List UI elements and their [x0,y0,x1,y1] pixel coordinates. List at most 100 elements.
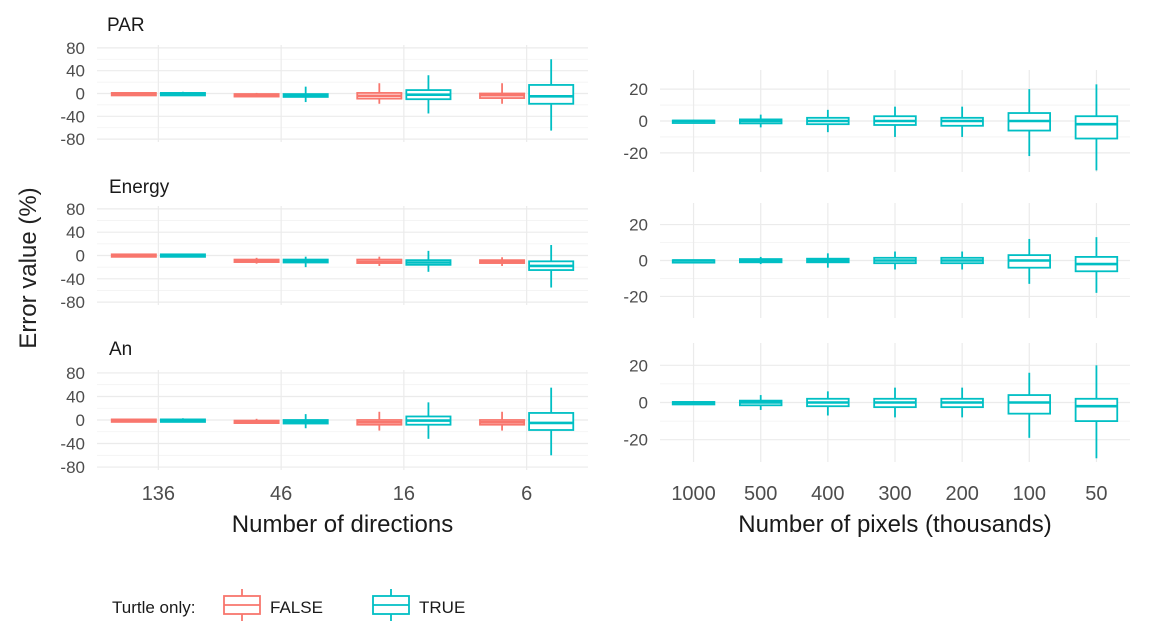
panel-par-directions: 80 40 0 -40 -80 PAR [60,15,588,149]
x-tick-label: 16 [393,483,415,505]
box-false-46 [233,92,280,98]
legend: Turtle only: FALSE TRUE [112,589,465,621]
x-tick-label: 6 [521,483,532,505]
y-tick-label: 20 [629,216,648,235]
x-tick-label: 500 [744,483,777,505]
box-false-6 [479,257,526,266]
y-tick-label: 40 [66,62,85,81]
box-false-136 [110,418,157,423]
legend-item-false: FALSE [223,589,323,621]
box-false-16 [356,256,403,266]
y-tick-label: 40 [66,387,85,406]
box-false-136 [110,92,157,97]
box-true-46 [282,414,329,429]
box-true-1000 [671,119,716,124]
box [1074,397,1119,422]
box-true-16 [405,75,452,114]
x-tick-label: 200 [945,483,978,505]
x-tick-label: 50 [1085,483,1107,505]
x-axis-title: Number of pixels (thousands) [738,511,1051,538]
y-tick-label: -20 [623,144,648,163]
box-true-46 [282,256,329,268]
panel-energy-pixels: 20 0 -20 [623,203,1130,318]
box-true-300 [873,106,917,137]
y-tick-label: 20 [629,356,648,375]
facet-title: Energy [109,177,170,198]
legend-item-true: TRUE [372,589,465,621]
box-false-16 [356,411,403,431]
box [1074,115,1119,140]
x-tick-label: 1000 [671,483,716,505]
box-true-50 [1074,84,1119,171]
y-tick-label: -40 [60,270,85,289]
y-tick-label: 0 [639,394,648,413]
y-axis-label: Error value (%) [15,187,42,348]
box-true-1000 [671,259,716,264]
box-true-500 [739,114,783,128]
y-tick-label: 0 [639,252,648,271]
y-tick-label: -40 [60,107,85,126]
box-true-6 [528,387,575,456]
box-true-500 [739,256,783,265]
y-tick-label: 80 [66,39,85,58]
legend-title: Turtle only: [112,598,195,617]
box [1007,394,1052,415]
box-true-400 [806,391,850,416]
panel-an-directions: 80 40 0 -40 -80 An 136 46 16 6 Number of direction… [60,339,588,538]
box-true-300 [873,251,917,270]
box-false-16 [356,83,403,104]
box-false-6 [479,411,526,431]
box-true-300 [873,387,917,418]
x-tick-label: 46 [270,483,292,505]
panel-energy-directions: 80 40 0 -40 -80 Energy [60,177,588,312]
panel-par-pixels: 20 0 -20 [623,70,1130,172]
y-tick-label: 80 [66,200,85,219]
x-axis-title: Number of directions [232,511,453,538]
x-tick-label: 400 [811,483,844,505]
box-true-200 [940,387,984,418]
box-true-100 [1007,372,1052,438]
box-false-46 [233,257,280,264]
x-tick-label: 100 [1013,483,1046,505]
panels: 80400-40-80PAR80400-40-80Energy80400-40-… [60,15,1130,538]
x-tick-label: 300 [878,483,911,505]
box-true-136 [159,91,206,97]
box-true-50 [1074,365,1119,459]
y-tick-label: -20 [623,287,648,306]
box-true-1000 [671,401,716,406]
y-tick-label: 80 [66,364,85,383]
y-tick-label: 0 [639,112,648,131]
box-true-16 [405,402,452,439]
box-true-200 [940,106,984,137]
y-tick-label: -20 [623,431,648,450]
y-tick-label: 20 [629,80,648,99]
box-true-46 [282,86,329,103]
box-true-500 [739,395,783,410]
facet-title: PAR [107,15,145,36]
y-tick-label: 0 [76,247,85,266]
box-true-200 [940,251,984,270]
box-false-46 [233,418,280,424]
box-true-136 [159,253,206,258]
y-tick-label: -80 [60,130,85,149]
legend-label: FALSE [270,598,323,617]
box-true-100 [1007,238,1052,284]
box-true-100 [1007,89,1052,157]
y-tick-label: -80 [60,293,85,312]
y-tick-label: -40 [60,435,85,454]
box-true-136 [159,418,206,423]
box-true-400 [806,109,850,133]
legend-label: TRUE [419,598,465,617]
y-tick-label: 0 [76,411,85,430]
box-true-16 [405,250,452,272]
box [528,412,575,431]
y-tick-label: 40 [66,223,85,242]
x-tick-label: 136 [142,483,175,505]
facet-title: An [109,339,132,360]
y-tick-label: -80 [60,458,85,477]
box-false-136 [110,253,157,258]
box-false-6 [479,83,526,104]
y-tick-label: 0 [76,85,85,104]
box-true-50 [1074,237,1119,293]
